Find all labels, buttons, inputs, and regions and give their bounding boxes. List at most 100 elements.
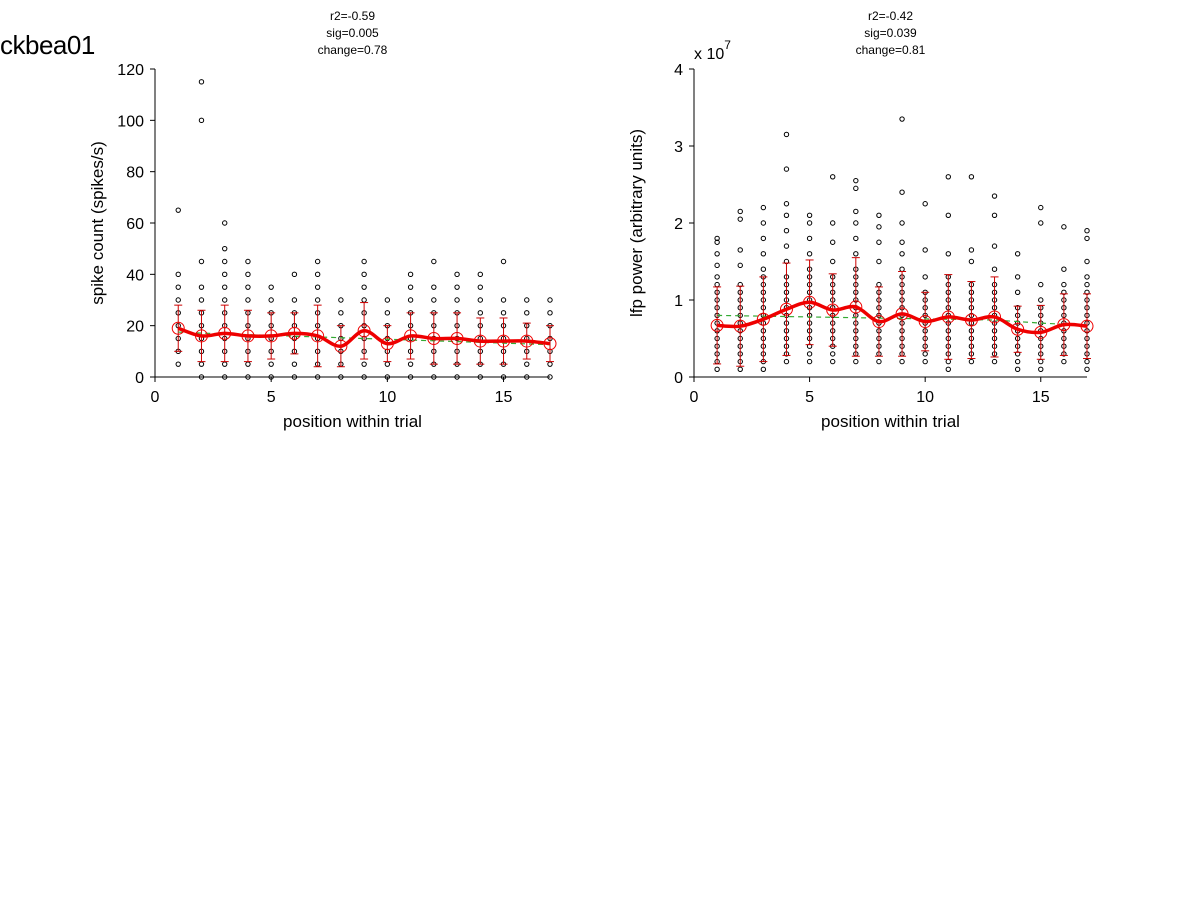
- mean-marker: [988, 310, 1002, 324]
- data-point: [384, 297, 391, 303]
- y-axis-label: lfp power (arbitrary units): [627, 129, 646, 317]
- data-point: [968, 174, 975, 180]
- data-point: [291, 374, 298, 380]
- mean-marker: [311, 329, 325, 343]
- mean-marker: [941, 310, 955, 324]
- data-point: [175, 271, 181, 278]
- data-point: [1061, 281, 1067, 288]
- data-point: [524, 310, 530, 316]
- data-point: [806, 351, 813, 357]
- data-point: [899, 266, 905, 272]
- data-point: [477, 271, 483, 278]
- data-point: [291, 297, 298, 303]
- data-point: [760, 204, 767, 211]
- data-point: [899, 251, 905, 257]
- lfp-power-chart: r2=-0.42 sig=0.039 change=0.81 0 1 2 3 4 0 5 10 15 p…: [627, 9, 1094, 431]
- data-point: [945, 174, 951, 180]
- data-point: [314, 374, 321, 380]
- data-point: [1061, 266, 1067, 272]
- data-point: [268, 361, 274, 367]
- data-point: [783, 212, 790, 219]
- data-point: [547, 310, 553, 316]
- mean-marker: [803, 295, 817, 309]
- x-tick-label: 0: [151, 389, 160, 406]
- data-point: [830, 351, 836, 357]
- data-point: [245, 258, 251, 265]
- y-exponent-label: x 107: [694, 38, 731, 63]
- data-point: [1084, 258, 1090, 265]
- data-point: [899, 220, 905, 226]
- data-point: [1084, 366, 1090, 372]
- data-point: [876, 281, 882, 288]
- data-point: [830, 258, 836, 265]
- figure-title: ckbea01: [0, 30, 95, 60]
- data-point: [361, 271, 367, 278]
- y-tick-label: 60: [126, 216, 144, 233]
- data-point: [291, 361, 298, 367]
- trend-line: [717, 314, 1088, 327]
- data-point: [222, 220, 228, 226]
- x-tick-label: 0: [690, 389, 699, 406]
- data-point: [384, 361, 391, 367]
- stats-line-1: sig=0.005: [326, 26, 379, 40]
- data-point: [830, 220, 836, 226]
- mean-line: [177, 326, 551, 348]
- data-point: [175, 207, 181, 213]
- y-tick-label: 4: [674, 62, 683, 79]
- mean-marker: [872, 315, 886, 329]
- data-point: [1038, 220, 1044, 226]
- data-point: [853, 358, 859, 365]
- data-point: [384, 374, 391, 380]
- data-point: [968, 247, 975, 253]
- data-point: [454, 284, 460, 290]
- mean-marker: [543, 337, 557, 351]
- x-axis-label: position within trial: [283, 412, 422, 431]
- data-point: [876, 212, 882, 219]
- data-point: [806, 235, 813, 242]
- data-point: [899, 189, 905, 195]
- mean-marker: [1057, 318, 1071, 332]
- mean-marker: [779, 302, 793, 316]
- data-point: [314, 297, 321, 303]
- data-point: [760, 235, 767, 242]
- data-point: [991, 266, 998, 272]
- data-point: [876, 258, 882, 265]
- data-point: [1061, 224, 1067, 230]
- data-point: [714, 281, 720, 288]
- stats-line-2: change=0.78: [318, 43, 388, 57]
- data-point: [198, 79, 205, 85]
- data-point: [991, 212, 998, 219]
- y-tick-label: 1: [674, 293, 683, 310]
- data-point: [991, 243, 998, 249]
- data-point: [314, 271, 321, 278]
- data-point: [338, 310, 344, 316]
- y-tick-label: 40: [126, 267, 144, 284]
- data-point: [245, 271, 251, 278]
- data-point: [899, 116, 905, 122]
- data-point: [1038, 297, 1044, 303]
- data-point: [1014, 289, 1021, 295]
- data-point: [431, 258, 437, 265]
- data-point: [737, 208, 743, 215]
- data-point: [245, 361, 251, 367]
- data-point: [1084, 281, 1090, 288]
- data-point: [853, 185, 859, 192]
- data-point: [407, 297, 414, 303]
- data-point: [198, 258, 205, 265]
- data-point: [454, 271, 460, 278]
- data-point: [737, 216, 743, 222]
- y-tick-label: 80: [126, 165, 144, 182]
- data-point: [500, 374, 507, 380]
- mean-marker: [171, 321, 185, 335]
- x-tick-label: 15: [1032, 389, 1050, 406]
- mean-marker: [1034, 325, 1048, 339]
- mean-marker: [826, 303, 840, 317]
- data-point: [922, 247, 928, 253]
- mean-marker: [1011, 322, 1025, 336]
- data-point: [477, 374, 483, 380]
- data-point: [431, 284, 437, 290]
- data-point: [1014, 251, 1021, 257]
- data-point: [876, 239, 882, 245]
- data-point: [477, 297, 483, 303]
- y-tick-label: 3: [674, 139, 683, 156]
